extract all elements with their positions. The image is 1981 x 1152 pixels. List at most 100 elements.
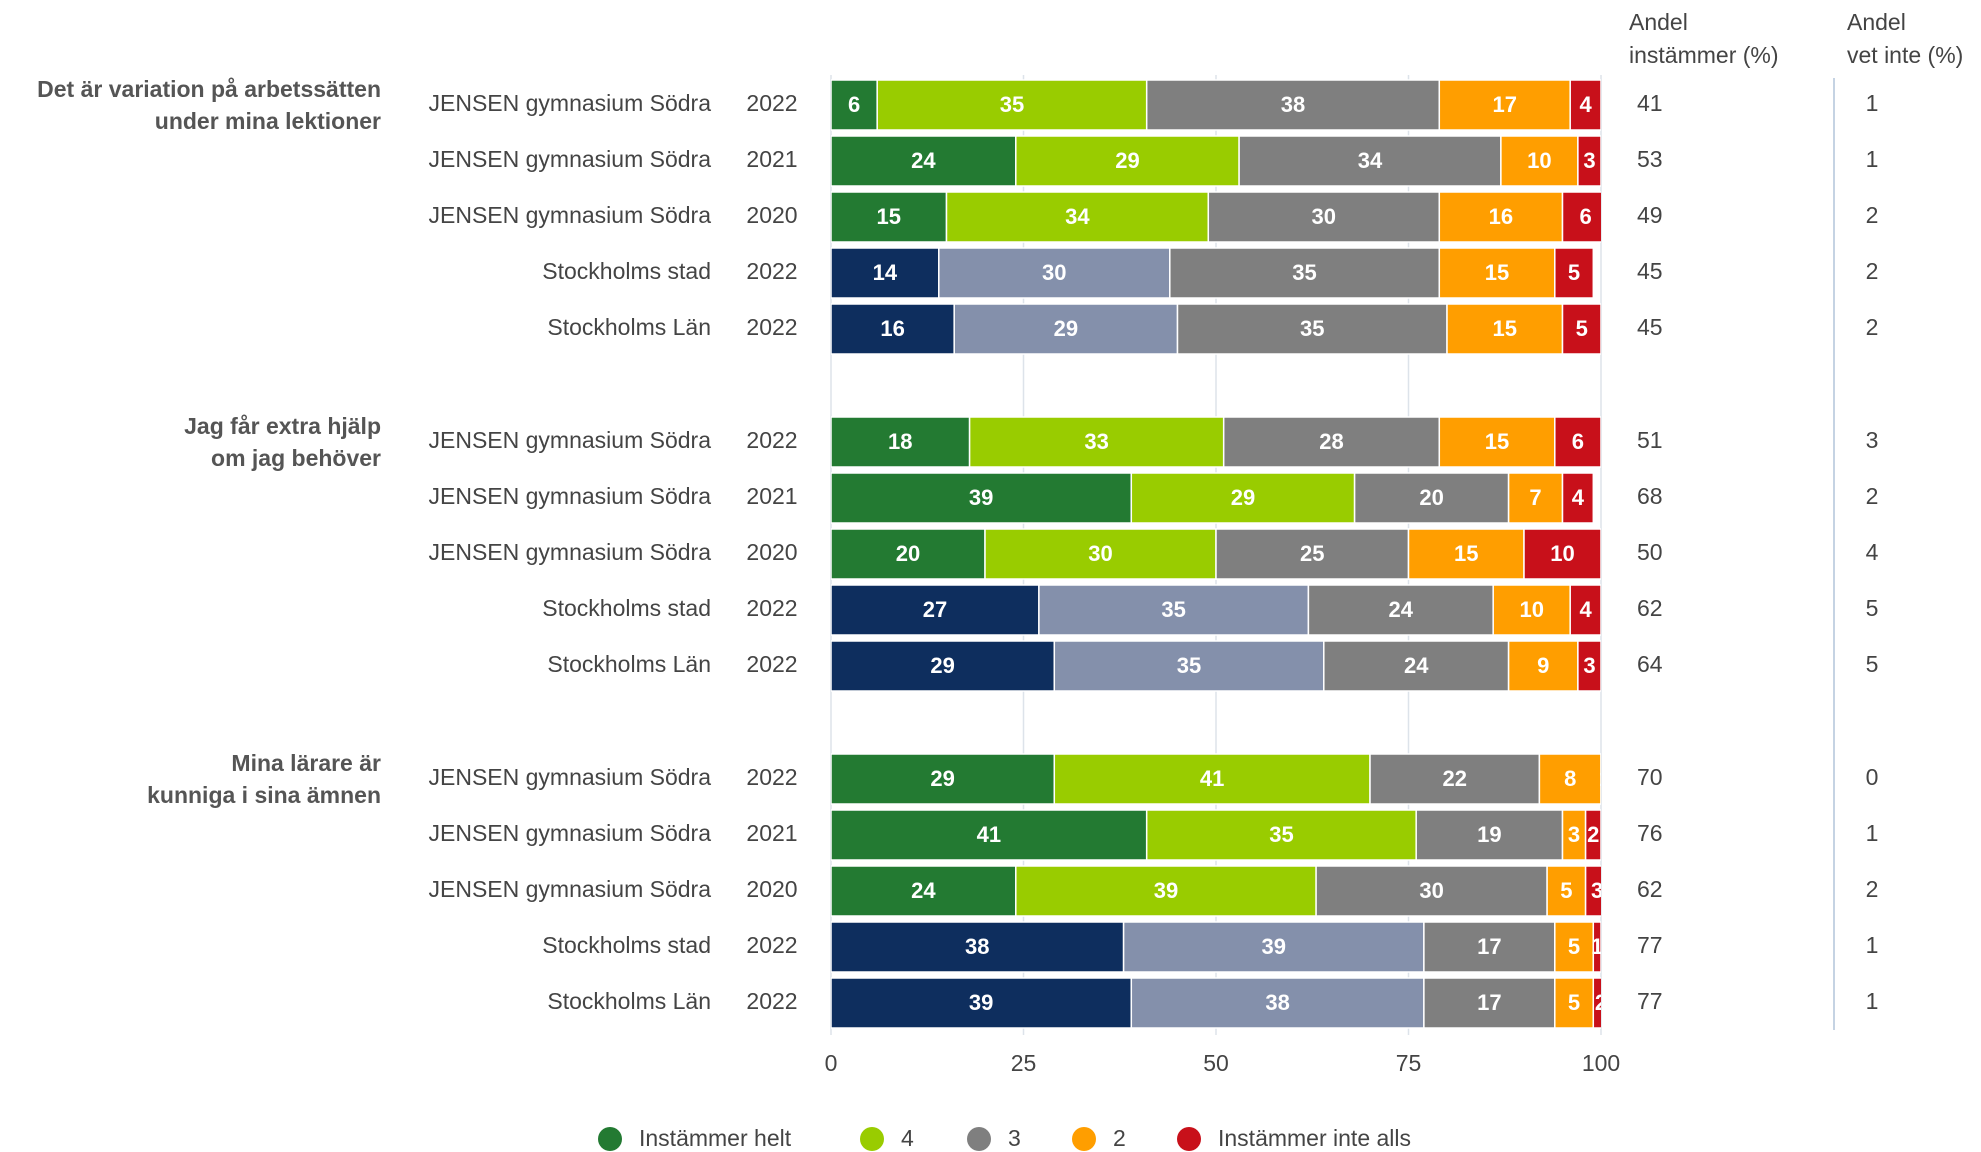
- legend-label: 2: [1113, 1125, 1126, 1151]
- x-tick-label: 100: [1582, 1050, 1620, 1076]
- bar-value-label: 38: [965, 934, 989, 959]
- bar-value-label: 20: [896, 541, 920, 566]
- bar-value-label: 27: [923, 597, 947, 622]
- unit-label: JENSEN gymnasium Södra: [429, 90, 712, 116]
- bar-value-label: 24: [911, 878, 936, 903]
- dont-know-value: 5: [1866, 595, 1879, 621]
- agree-value: 70: [1637, 764, 1663, 790]
- bar-segment: [1569, 584, 1601, 636]
- bar-value-label: 14: [873, 260, 898, 285]
- bar-segment: [1507, 472, 1564, 524]
- bar-segment: [1446, 303, 1564, 355]
- bar-segment: [1145, 809, 1417, 861]
- year-label: 2022: [746, 314, 797, 340]
- bar-segment: [831, 79, 878, 131]
- bar-value-label: 8: [1564, 766, 1576, 791]
- bar-value-label: 24: [911, 148, 936, 173]
- bar-value-label: 2: [1587, 822, 1599, 847]
- bar-value-label: 17: [1477, 934, 1501, 959]
- bar-segment: [1569, 79, 1601, 131]
- bar-value-label: 17: [1493, 92, 1517, 117]
- unit-label: Stockholms stad: [542, 595, 711, 621]
- question-label: Mina lärare är: [231, 750, 381, 776]
- bars: 6 35 38 17 424 29 34 10 315 34 30 16 614 30 35 15 516 29 3…: [831, 79, 1611, 1029]
- year-label: 2020: [746, 876, 797, 902]
- bar-value-label: 38: [1265, 990, 1289, 1015]
- bar-value-label: 15: [1485, 260, 1509, 285]
- bar-value-label: 4: [1579, 597, 1592, 622]
- question-label: kunniga i sina ämnen: [147, 782, 381, 808]
- bar-segment: [1315, 865, 1548, 917]
- unit-label: Stockholms Län: [547, 988, 711, 1014]
- bar-value-label: 30: [1042, 260, 1066, 285]
- bar-value-label: 10: [1519, 597, 1543, 622]
- bar-value-label: 33: [1084, 429, 1108, 454]
- unit-label: JENSEN gymnasium Södra: [429, 146, 712, 172]
- agree-value: 62: [1637, 595, 1663, 621]
- bar-segment: [831, 191, 948, 243]
- question-label: Jag får extra hjälp: [184, 413, 381, 439]
- bar-value-label: 38: [1281, 92, 1305, 117]
- bar-segment: [1507, 640, 1579, 692]
- year-label: 2020: [746, 202, 797, 228]
- legend-label: 4: [901, 1125, 914, 1151]
- bar-segment: [1600, 753, 1601, 805]
- bar-segment: [1207, 191, 1441, 243]
- bar-value-label: 25: [1300, 541, 1324, 566]
- bar-segment: [1592, 977, 1601, 1029]
- bar-value-label: 1: [1599, 766, 1611, 791]
- bar-value-label: 5: [1568, 260, 1580, 285]
- bar-value-label: 35: [1292, 260, 1316, 285]
- year-label: 2022: [746, 988, 797, 1014]
- dont-know-value: 0: [1866, 764, 1879, 790]
- bar-value-label: 35: [1161, 597, 1185, 622]
- bar-value-label: 16: [1489, 204, 1513, 229]
- legend-label: Instämmer helt: [639, 1125, 792, 1151]
- bar-value-label: 29: [930, 766, 954, 791]
- bar-segment: [1584, 865, 1601, 917]
- x-tick-label: 25: [1011, 1050, 1037, 1076]
- question-label: under mina lektioner: [155, 108, 381, 134]
- year-label: 2022: [746, 427, 797, 453]
- dont-know-value: 2: [1866, 483, 1879, 509]
- unit-label: JENSEN gymnasium Södra: [429, 427, 712, 453]
- dont-know-value: 2: [1866, 258, 1879, 284]
- bar-value-label: 4: [1572, 485, 1585, 510]
- bar-segment: [1222, 416, 1441, 468]
- bar-segment: [831, 753, 1056, 805]
- bar-value-label: 41: [977, 822, 1001, 847]
- dont-know-value: 2: [1866, 314, 1879, 340]
- bar-value-label: 6: [1572, 429, 1584, 454]
- dont-know-value: 1: [1866, 820, 1879, 846]
- bar-segment: [831, 528, 986, 580]
- dont-know-value: 2: [1866, 876, 1879, 902]
- unit-label: JENSEN gymnasium Södra: [429, 202, 712, 228]
- bar-value-label: 39: [969, 485, 993, 510]
- bar-segment: [1015, 865, 1317, 917]
- unit-label: Stockholms stad: [542, 932, 711, 958]
- agree-value: 64: [1637, 651, 1663, 677]
- unit-label: JENSEN gymnasium Södra: [429, 876, 712, 902]
- bar-value-label: 30: [1419, 878, 1443, 903]
- bar-value-label: 39: [969, 990, 993, 1015]
- dont-know-value: 1: [1866, 146, 1879, 172]
- legend-marker: [1072, 1127, 1096, 1151]
- dont-know-value: 3: [1866, 427, 1879, 453]
- bar-segment: [831, 303, 955, 355]
- bar-segment: [945, 191, 1210, 243]
- bar-segment: [1500, 135, 1579, 187]
- bar-segment: [1538, 753, 1601, 805]
- bar-segment: [953, 303, 1179, 355]
- agree-value: 41: [1637, 90, 1663, 116]
- unit-label: JENSEN gymnasium Södra: [429, 539, 712, 565]
- bar-value-label: 35: [1000, 92, 1024, 117]
- bar-segment: [968, 416, 1225, 468]
- bar-segment: [1438, 416, 1556, 468]
- bar-value-label: 3: [1583, 148, 1595, 173]
- bar-value-label: 1: [1591, 934, 1603, 959]
- legend-label: 3: [1008, 1125, 1021, 1151]
- year-label: 2022: [746, 651, 797, 677]
- year-label: 2022: [746, 595, 797, 621]
- question-label: Det är variation på arbetssätten: [37, 76, 381, 102]
- agree-value: 77: [1637, 932, 1663, 958]
